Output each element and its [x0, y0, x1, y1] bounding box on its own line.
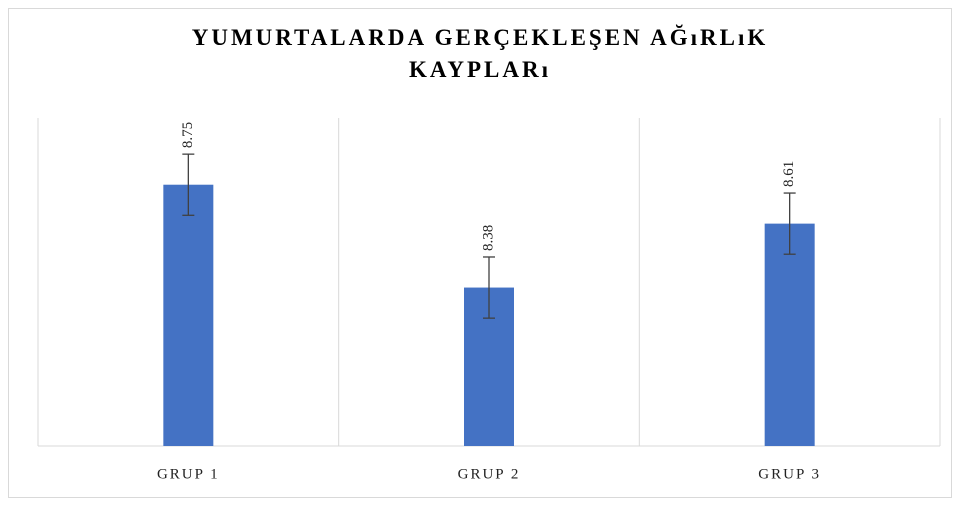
- value-label: 8.61: [781, 161, 797, 187]
- value-label: 8.75: [180, 122, 196, 148]
- x-tick-label: GRUP 2: [458, 466, 521, 482]
- bar: [163, 184, 214, 447]
- chart-border: [8, 8, 952, 498]
- bar: [764, 223, 815, 446]
- chart-title: YUMURTALARDA GERÇEKLEŞEN AĞıRLıK KAYPLAR…: [191, 25, 769, 82]
- x-tick-label: GRUP 3: [758, 466, 821, 482]
- x-tick-label: GRUP 1: [157, 466, 220, 482]
- value-label: 8.38: [480, 225, 496, 251]
